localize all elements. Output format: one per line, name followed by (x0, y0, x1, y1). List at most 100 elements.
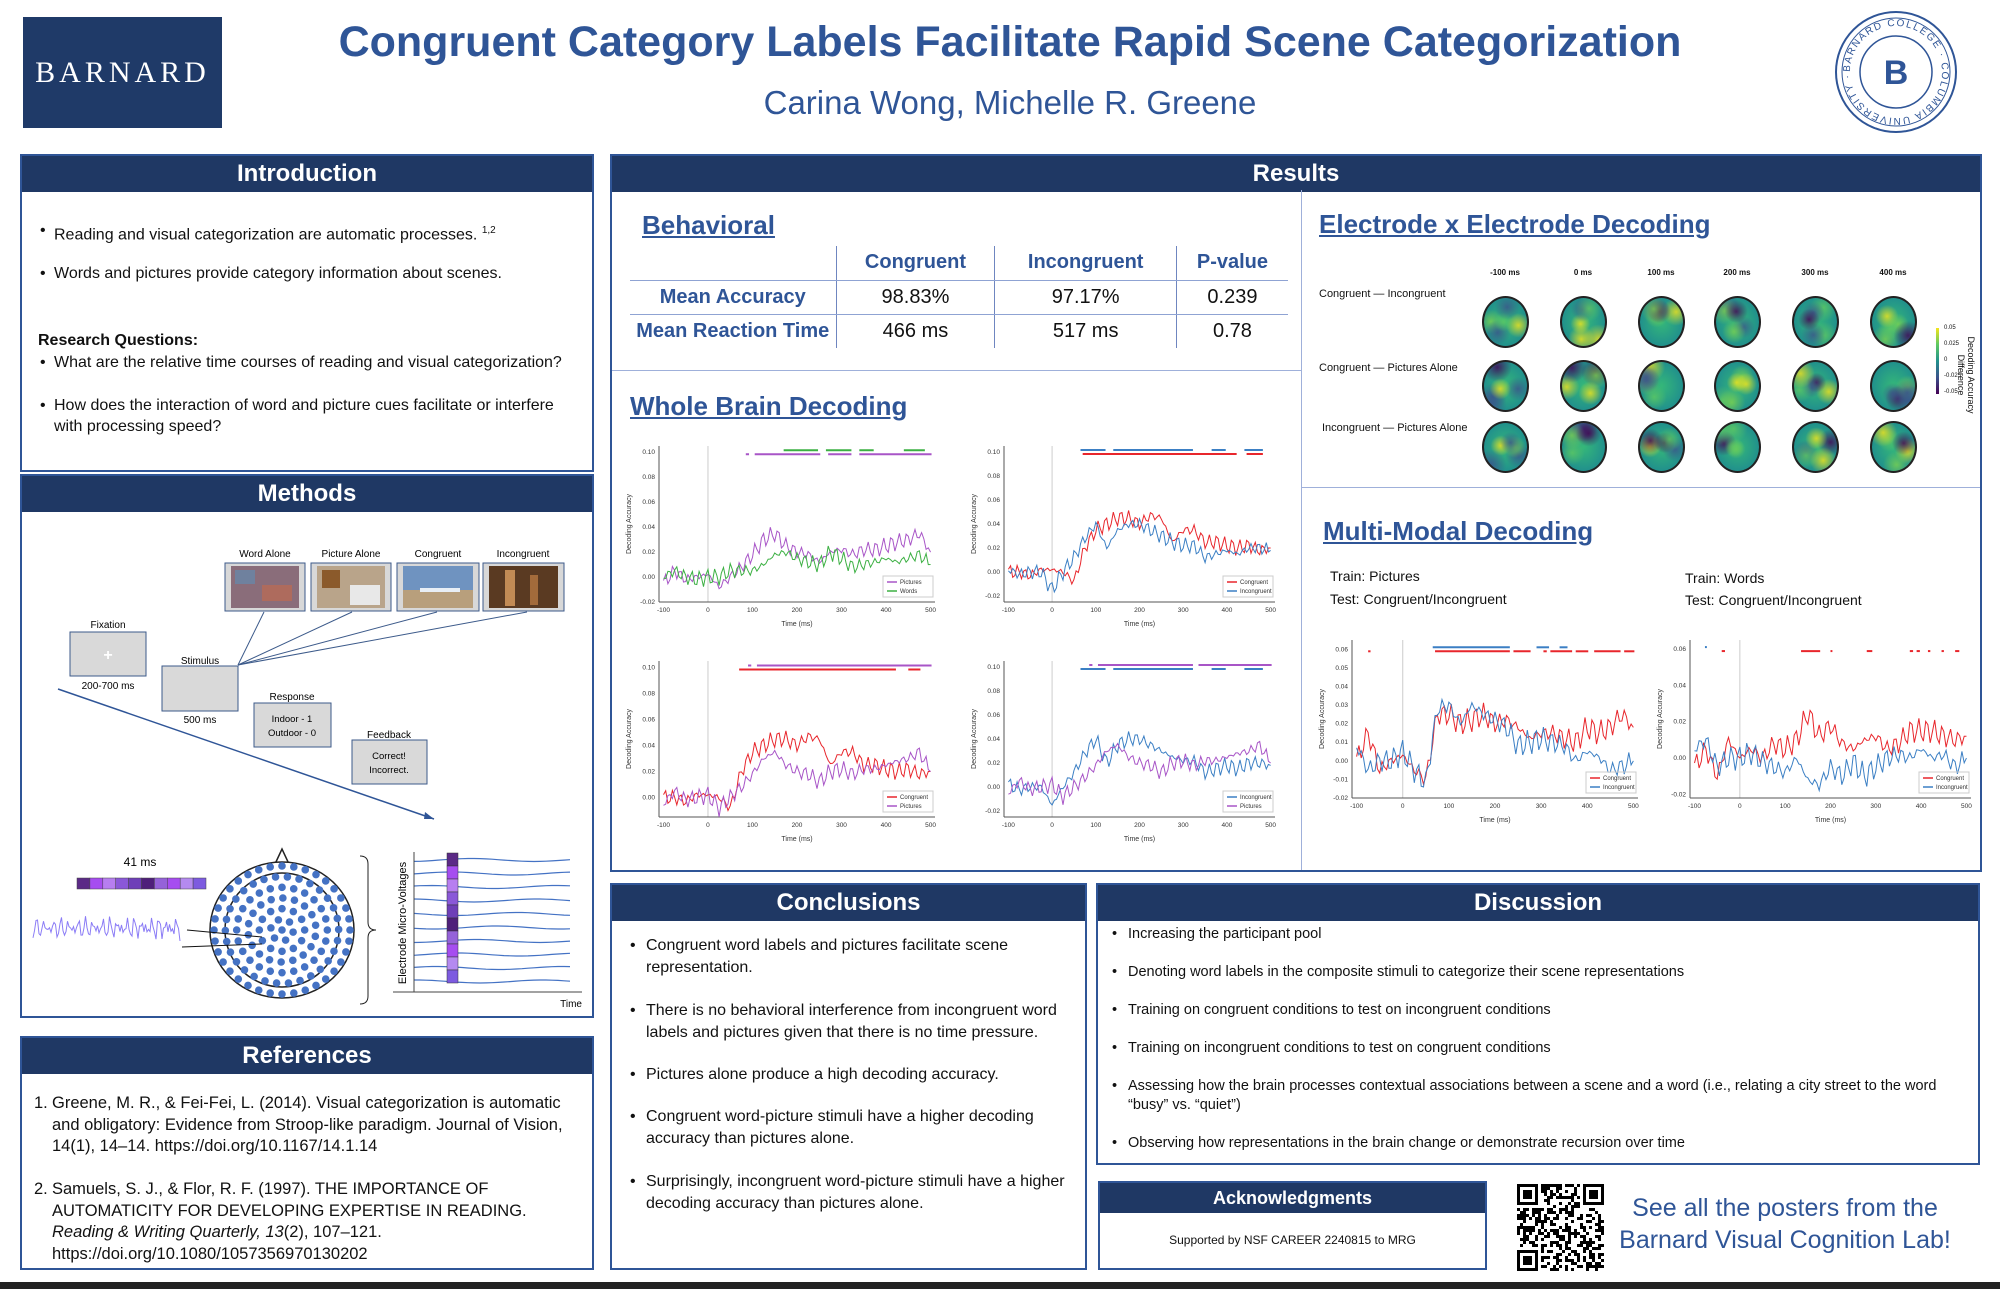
electrode-dot (334, 925, 343, 934)
voltage-trace (413, 871, 571, 876)
y-tick-label: 0.04 (987, 521, 1000, 528)
introduction-heading: Introduction (22, 156, 592, 192)
electrode-dot (249, 880, 258, 888)
qr-module (1592, 1256, 1595, 1259)
electrode-dot (300, 902, 309, 910)
discussion-item: Denoting word labels in the composite st… (1106, 963, 1956, 982)
stimulus-image-picture-alone: Picture Alone (310, 549, 392, 612)
electrode-dot (301, 866, 310, 874)
qr-finder (1517, 1184, 1538, 1205)
qr-code[interactable] (1517, 1184, 1604, 1271)
electrode-dot (265, 955, 274, 964)
qr-module (1565, 1244, 1568, 1247)
electrode-dot (255, 926, 264, 934)
qr-module (1598, 1256, 1601, 1259)
conclusions-heading: Conclusions (612, 885, 1085, 921)
discussion-item: Training on congruent conditions to test… (1106, 1001, 1956, 1020)
electrode-dot (238, 947, 247, 956)
qr-module (1553, 1268, 1556, 1271)
qr-module (1568, 1241, 1571, 1244)
qr-module (1568, 1235, 1571, 1238)
electrode-dot (312, 870, 320, 879)
y-tick-label: -0.02 (985, 593, 1000, 600)
legend-label: Words (900, 589, 917, 595)
qr-module (1550, 1268, 1553, 1271)
qr-module (1574, 1250, 1577, 1253)
qr-module (1559, 1226, 1562, 1229)
qr-module (1583, 1229, 1586, 1232)
electrode-dot (330, 967, 338, 975)
qr-module (1598, 1223, 1601, 1226)
series-line-words (663, 545, 931, 587)
qr-module (1529, 1232, 1532, 1235)
qr-module (1589, 1238, 1592, 1241)
electrode-dot (289, 884, 298, 893)
conclusion-item: Congruent word labels and pictures facil… (624, 935, 1074, 979)
topomap-head (1714, 296, 1761, 348)
references-panel: References (20, 1036, 594, 1270)
y-tick-label: 0.08 (642, 474, 655, 481)
intro-bullet: Reading and visual categorization are au… (38, 220, 578, 245)
series-line-congruent (1356, 702, 1634, 787)
electrode-dot (255, 950, 264, 958)
qr-module (1553, 1184, 1556, 1187)
qr-module (1550, 1220, 1553, 1223)
qr-module (1544, 1244, 1547, 1247)
topomap-time-label: 200 ms (1723, 268, 1751, 277)
qr-module (1565, 1229, 1568, 1232)
x-tick-label: 100 (747, 822, 758, 829)
electrode-dot (226, 948, 235, 956)
qr-module (1565, 1211, 1568, 1214)
electrode-dot (234, 877, 243, 885)
qr-module (1586, 1247, 1589, 1250)
qr-module (1559, 1265, 1562, 1268)
electrode-dot (274, 916, 283, 924)
train-label: Train: Words (1685, 570, 1765, 586)
electrode-dot (278, 904, 286, 913)
qr-module (1559, 1184, 1562, 1187)
qr-module (1577, 1232, 1580, 1235)
qr-module (1598, 1220, 1601, 1223)
qr-module (1565, 1205, 1568, 1208)
electrode-dot (244, 981, 252, 990)
y-tick-label: 0.06 (1673, 646, 1686, 653)
qr-module (1541, 1250, 1544, 1253)
qr-finder-center (1523, 1190, 1532, 1199)
window-cell (141, 877, 155, 890)
electrode-dot (345, 915, 353, 923)
qr-finder (1583, 1184, 1604, 1205)
window-label: 41 ms (124, 855, 157, 869)
qr-module (1559, 1253, 1562, 1256)
qr-module (1541, 1226, 1544, 1229)
qr-module (1571, 1214, 1574, 1217)
qr-module (1538, 1217, 1541, 1220)
qr-module (1571, 1259, 1574, 1262)
qr-module (1592, 1259, 1595, 1262)
qr-module (1520, 1226, 1523, 1229)
electrode-dot (330, 947, 338, 956)
electrode-dot (337, 958, 345, 966)
table-header-row: Congruent Incongruent P-value (630, 246, 1288, 281)
x-tick-label: 100 (1780, 803, 1791, 810)
qr-module (1580, 1214, 1583, 1217)
electrode-dot (290, 896, 299, 905)
topomap-row-label: Congruent — Pictures Alone (1319, 362, 1458, 374)
poster-authors: Carina Wong, Michelle R. Greene (763, 84, 1257, 121)
table-row: Mean Accuracy 98.83% 97.17% 0.239 (630, 280, 1288, 315)
legend-box (882, 790, 934, 813)
qr-module (1541, 1259, 1544, 1262)
electrode-dot (312, 981, 320, 990)
electrode-dot (234, 975, 243, 983)
electrode-dot (244, 870, 252, 879)
topomap-row-label: Incongruent — Pictures Alone (1322, 422, 1468, 434)
electrode-dot (219, 894, 227, 902)
electrode-dot (272, 979, 281, 987)
qr-module (1529, 1226, 1532, 1229)
legend-box (1222, 790, 1274, 813)
qr-module (1571, 1268, 1574, 1271)
voltage-trace (413, 952, 571, 957)
x-axis-label: Time (ms) (1124, 836, 1155, 843)
electrode-dot (258, 915, 267, 924)
x-tick-label: 300 (1536, 803, 1547, 810)
qr-module (1541, 1247, 1544, 1250)
